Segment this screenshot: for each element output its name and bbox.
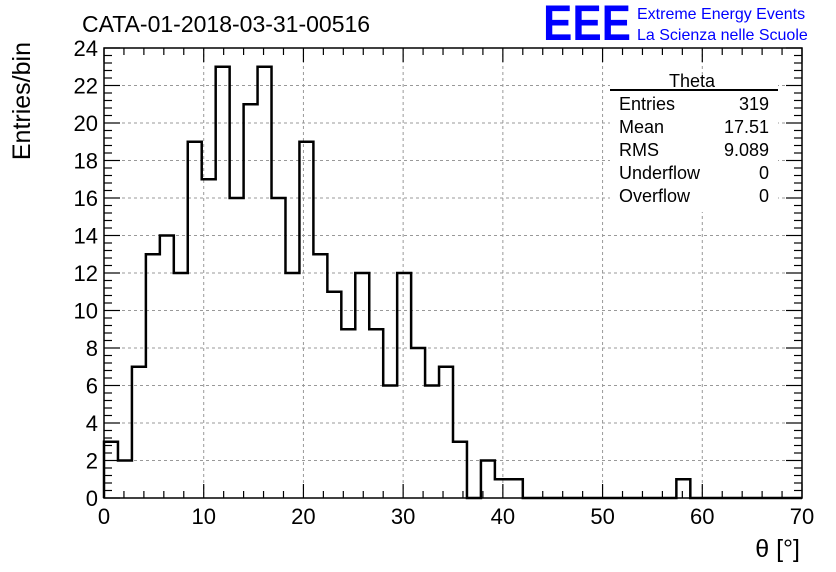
stats-box: Theta Entries 319 Mean 17.51 RMS 9.089 Underfl… <box>610 71 778 212</box>
y-tick-label: 10 <box>74 299 98 324</box>
histogram-bin <box>146 254 160 498</box>
y-tick-label: 12 <box>74 261 98 286</box>
histogram-bin <box>327 292 341 498</box>
y-tick-label: 16 <box>74 186 98 211</box>
stats-label: Underflow <box>619 163 701 183</box>
tick-marks <box>103 47 803 499</box>
histogram-bin <box>341 329 355 498</box>
y-tick-label: 14 <box>74 224 98 249</box>
histogram-bin <box>495 479 509 498</box>
y-tick-label: 18 <box>74 149 98 174</box>
x-tick-label: 70 <box>790 504 814 529</box>
histogram-bin <box>174 273 188 498</box>
histogram-bin <box>453 442 467 498</box>
y-tick-label: 4 <box>86 411 98 436</box>
stats-value: 0 <box>759 163 769 183</box>
histogram-bin <box>160 236 174 499</box>
eee-logo-mark: EEE <box>543 0 631 51</box>
x-tick-label: 30 <box>391 504 415 529</box>
y-tick-label: 20 <box>74 111 98 136</box>
x-tick-label: 40 <box>491 504 515 529</box>
y-tick-label: 0 <box>86 486 98 511</box>
histogram-bin <box>425 386 439 499</box>
x-tick-label: 50 <box>590 504 614 529</box>
chart-title: CATA-01-2018-03-31-00516 <box>82 11 370 37</box>
stats-label: Overflow <box>619 186 691 206</box>
y-tick-label: 2 <box>86 449 98 474</box>
stats-label: RMS <box>619 140 659 160</box>
histogram-bin <box>244 104 258 498</box>
x-tick-label: 10 <box>191 504 215 529</box>
eee-logo: EEE Extreme Energy Events La Scienza nel… <box>543 0 808 51</box>
x-tick-label: 60 <box>690 504 714 529</box>
stats-value: 9.089 <box>724 140 769 160</box>
histogram-bin <box>188 142 202 498</box>
y-tick-label: 6 <box>86 374 98 399</box>
x-tick-label: 20 <box>291 504 315 529</box>
y-tick-label: 22 <box>74 74 98 99</box>
x-axis-label: θ [°] <box>755 535 800 563</box>
y-tick-label: 24 <box>74 36 98 61</box>
x-tick-label: 0 <box>98 504 110 529</box>
histogram-bin <box>299 142 313 498</box>
histogram-bin <box>104 442 118 498</box>
histogram-bin <box>216 67 230 498</box>
histogram-bin <box>509 479 523 498</box>
histogram-bin <box>439 367 453 498</box>
stats-label: Mean <box>619 117 664 137</box>
stats-title: Theta <box>669 71 716 91</box>
histogram-bin <box>258 67 272 498</box>
eee-logo-line2: La Scienza nelle Scuole <box>637 27 808 44</box>
histogram-bin <box>369 329 383 498</box>
histogram-bin <box>132 367 146 498</box>
stats-value: 17.51 <box>724 117 769 137</box>
histogram-bin <box>118 461 132 499</box>
y-tick-label: 8 <box>86 336 98 361</box>
stats-value: 319 <box>739 94 769 114</box>
histogram-bin <box>383 386 397 499</box>
stats-value: 0 <box>759 186 769 206</box>
histogram-bin <box>676 479 690 498</box>
stats-label: Entries <box>619 94 675 114</box>
y-axis-label: Entries/bin <box>8 42 36 160</box>
histogram-bin <box>313 254 327 498</box>
eee-logo-line1: Extreme Energy Events <box>637 6 805 23</box>
